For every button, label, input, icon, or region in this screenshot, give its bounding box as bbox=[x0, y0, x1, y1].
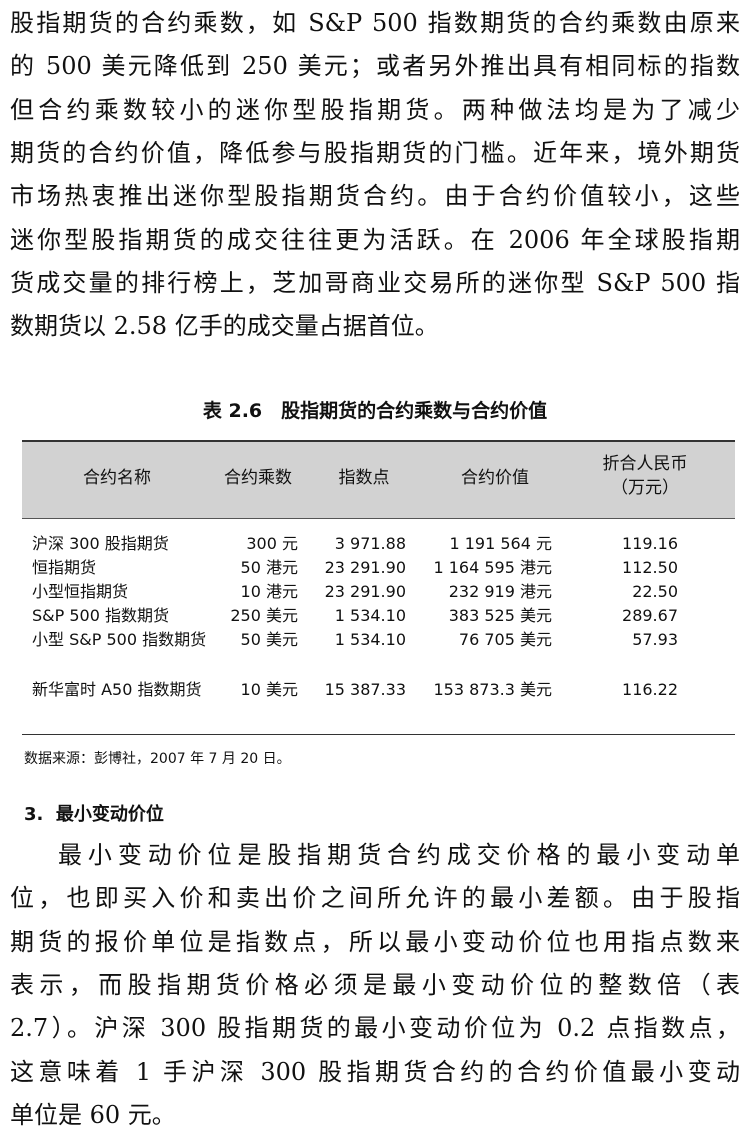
text-line: 股指期货的合约乘数，如 S&P 500 指数期货的合约乘数由原来 bbox=[10, 9, 740, 37]
text-line: 表示，而股指期货价格必须是最小变动价位的整数倍（表 bbox=[10, 970, 740, 999]
table-cell: S&P 500 指数期货 bbox=[32, 606, 169, 625]
table-cell: 23 291.90 bbox=[324, 558, 406, 577]
column-header: 合约乘数 bbox=[224, 468, 292, 488]
table-cell: 116.22 bbox=[622, 680, 678, 699]
table-cell: 小型恒指期货 bbox=[32, 582, 129, 601]
text-line: 单位是 60 元。 bbox=[10, 1100, 176, 1129]
text-line: 数期货以 2.58 亿手的成交量占据首位。 bbox=[10, 312, 439, 341]
text-line: 市场热衷推出迷你型股指期货合约。由于合约价值较小，这些 bbox=[10, 182, 740, 211]
table-cell: 153 873.3 美元 bbox=[433, 680, 552, 699]
column-header: 折合人民币（万元） bbox=[602, 454, 688, 498]
table-cell: 新华富时 A50 指数期货 bbox=[32, 680, 202, 699]
table-rule bbox=[22, 734, 735, 735]
text-line: 期货的合约价值，降低参与股指期货的门槛。近年来，境外期货 bbox=[10, 138, 740, 167]
table-cell: 300 元 bbox=[246, 534, 298, 553]
table-source: 数据来源：彭博社，2007 年 7 月 20 日。 bbox=[24, 751, 291, 767]
table-cell: 289.67 bbox=[622, 606, 678, 625]
text-line: 但合约乘数较小的迷你型股指期货。两种做法均是为了减少 bbox=[10, 95, 740, 124]
table-cell: 232 919 港元 bbox=[448, 582, 552, 601]
table-cell: 112.50 bbox=[622, 558, 678, 577]
table-cell: 57.93 bbox=[632, 630, 678, 649]
table-cell: 15 387.33 bbox=[324, 680, 406, 699]
text-line: 迷你型股指期货的成交往往更为活跃。在 2006 年全球股指期 bbox=[10, 225, 740, 254]
table-cell: 1 191 564 元 bbox=[449, 534, 552, 553]
table-cell: 沪深 300 股指期货 bbox=[32, 534, 169, 553]
table-cell: 10 港元 bbox=[240, 582, 298, 601]
text-line: 2.7）。沪深 300 股指期货的最小变动价位为 0.2 点指数点， bbox=[10, 1014, 740, 1043]
table-header bbox=[22, 440, 735, 519]
table-cell: 119.16 bbox=[622, 534, 678, 553]
table-cell: 50 美元 bbox=[240, 630, 298, 649]
column-header: 合约名称 bbox=[83, 468, 151, 488]
table-caption: 表 2.6 股指期货的合约乘数与合约价值 bbox=[202, 400, 548, 422]
table-cell: 23 291.90 bbox=[324, 582, 406, 601]
table-cell: 10 美元 bbox=[240, 680, 298, 699]
table-cell: 3 971.88 bbox=[334, 534, 406, 553]
table-cell: 1 534.10 bbox=[334, 630, 406, 649]
section-heading: 3. 最小变动价位 bbox=[24, 804, 164, 825]
text-line: 的 500 美元降低到 250 美元；或者另外推出具有相同标的指数 bbox=[10, 52, 740, 81]
column-header: 指数点 bbox=[338, 468, 390, 488]
table-cell: 1 534.10 bbox=[334, 606, 406, 625]
text-line: 期货的报价单位是指数点，所以最小变动价位也用指点数来 bbox=[10, 927, 740, 956]
text-line: 最小变动价位是股指期货合约成交价格的最小变动单 bbox=[58, 841, 740, 869]
table-cell: 恒指期货 bbox=[32, 558, 97, 577]
table-cell: 50 港元 bbox=[240, 558, 298, 577]
table-cell: 22.50 bbox=[632, 582, 678, 601]
table-cell: 383 525 美元 bbox=[448, 606, 552, 625]
table-cell: 76 705 美元 bbox=[458, 630, 552, 649]
text-line: 这意味着 1 手沪深 300 股指期货合约的合约价值最小变动 bbox=[10, 1057, 740, 1086]
column-header: 合约价值 bbox=[461, 468, 529, 488]
text-line: 货成交量的排行榜上，芝加哥商业交易所的迷你型 S&P 500 指 bbox=[10, 268, 740, 297]
text-line: 位，也即买入价和卖出价之间所允许的最小差额。由于股指 bbox=[10, 884, 740, 913]
table-cell: 小型 S&P 500 指数期货 bbox=[32, 630, 207, 649]
table-cell: 1 164 595 港元 bbox=[433, 558, 552, 577]
table-cell: 250 美元 bbox=[230, 606, 298, 625]
